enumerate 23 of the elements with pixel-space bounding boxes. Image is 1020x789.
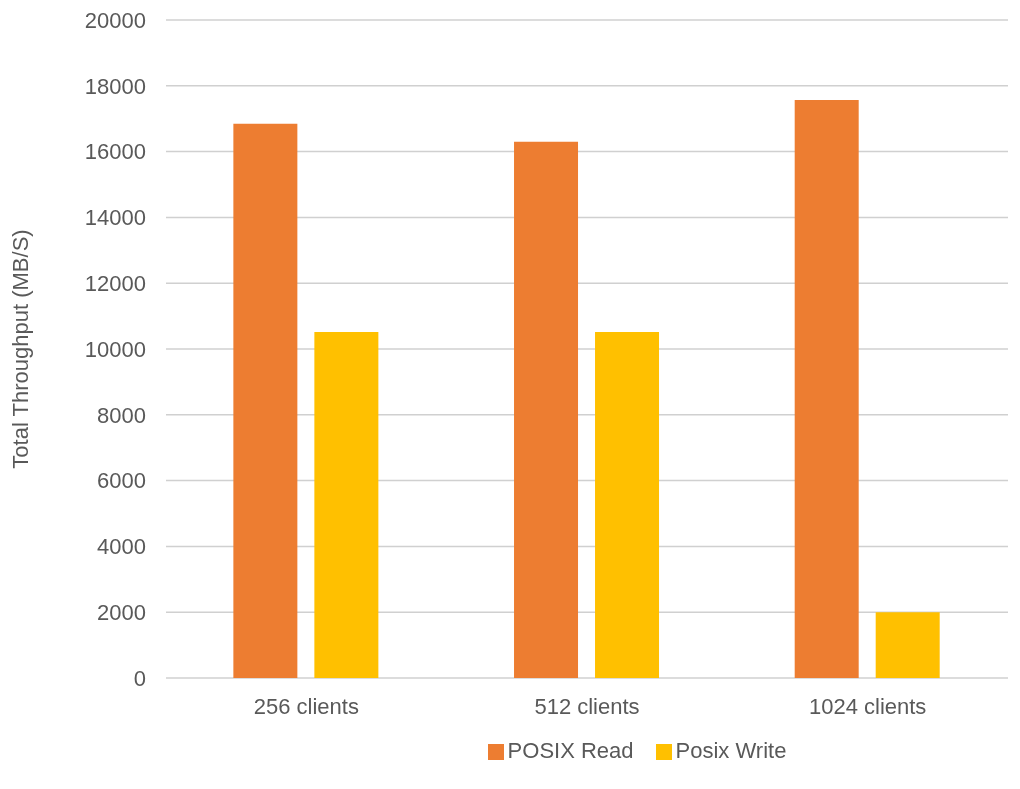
legend-label: POSIX Read (507, 738, 634, 763)
y-tick-label: 20000 (84, 7, 146, 33)
y-tick-label: 12000 (84, 271, 146, 297)
x-tick-label: 256 clients (253, 693, 359, 719)
x-tick-label: 1024 clients (808, 693, 927, 719)
bar (595, 331, 660, 678)
bar (794, 99, 859, 678)
bar (233, 123, 298, 678)
y-tick-label: 4000 (97, 534, 146, 560)
y-tick-label: 14000 (84, 205, 146, 231)
y-tick-label: 16000 (84, 139, 146, 165)
bar (514, 141, 579, 678)
y-tick-label: 10000 (84, 336, 146, 362)
y-tick-label: 18000 (84, 73, 146, 99)
bar (314, 331, 379, 678)
y-tick-label: 0 (133, 665, 146, 691)
y-axis-title: Total Throughput (MB/S) (7, 229, 33, 469)
x-tick-label: 512 clients (534, 693, 640, 719)
y-tick-label: 6000 (97, 468, 146, 494)
y-tick-label: 2000 (97, 600, 146, 626)
y-tick-label: 8000 (97, 402, 146, 428)
bar (875, 612, 940, 678)
legend-label: Posix Write (675, 738, 787, 763)
